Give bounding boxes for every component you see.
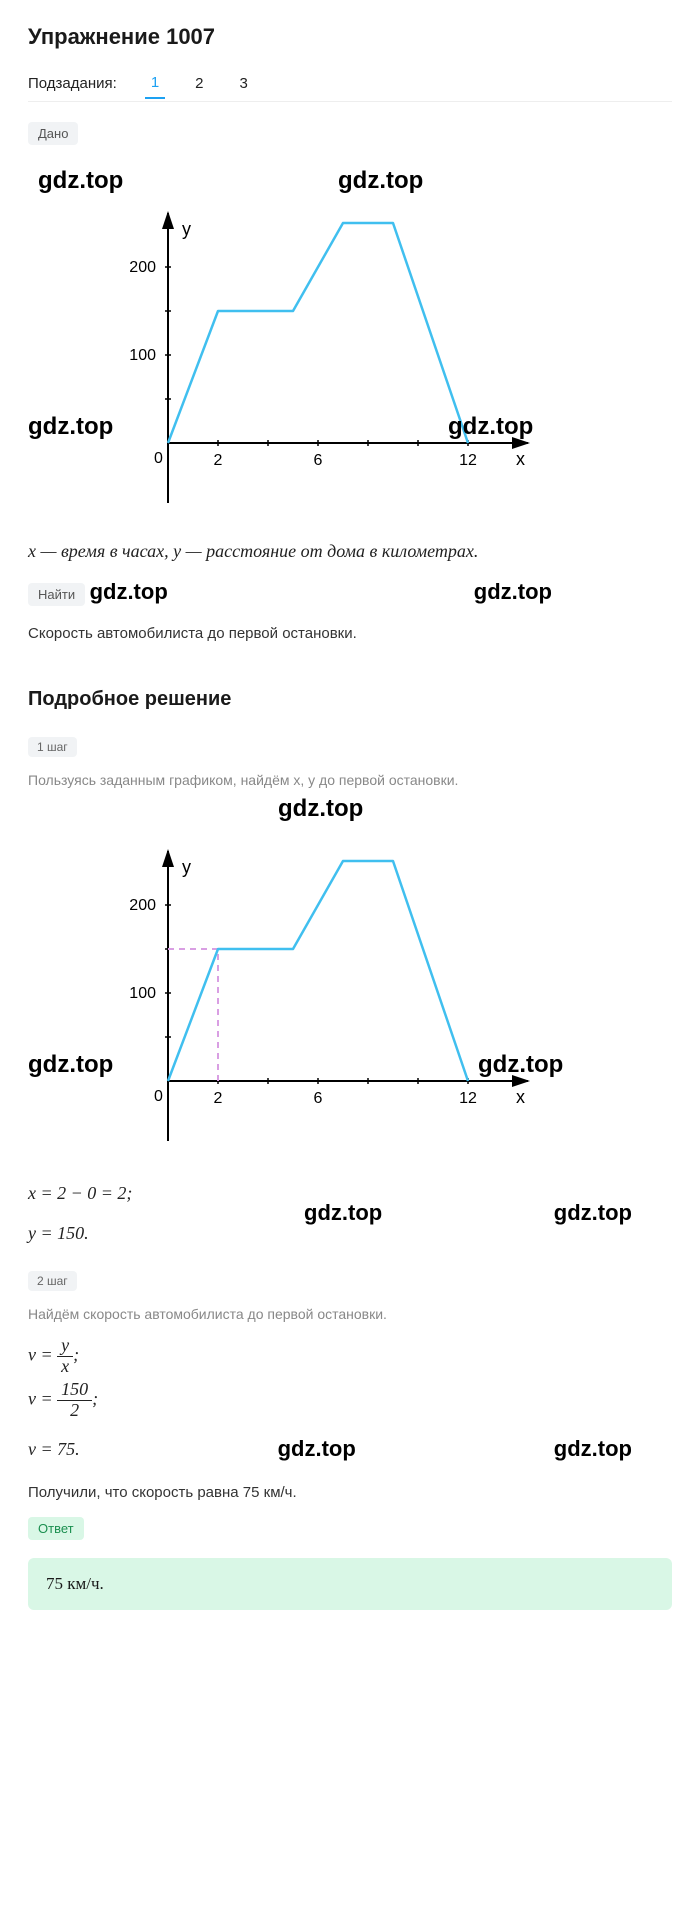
svg-text:2: 2 xyxy=(214,1090,223,1107)
svg-text:y: y xyxy=(182,857,191,877)
subtasks-bar: Подзадания: 1 2 3 xyxy=(28,68,672,102)
answer-pill: Ответ xyxy=(28,1517,84,1540)
step1-intro: Пользуясь заданным графиком, найдём x, y… xyxy=(28,769,672,791)
eq1-lhs: v = xyxy=(28,1344,53,1364)
watermark: gdz.top xyxy=(474,579,552,616)
solution-title: Подробное решение xyxy=(28,688,672,711)
svg-text:6: 6 xyxy=(314,1090,323,1107)
svg-text:2: 2 xyxy=(214,452,223,469)
eq2-num: 150 xyxy=(57,1380,92,1401)
step2-concl: Получили, что скорость равна 75 км/ч. xyxy=(28,1481,672,1505)
answer-box: 75 км/ч. xyxy=(28,1558,672,1610)
svg-text:y: y xyxy=(182,219,191,239)
eq2-den: 2 xyxy=(57,1401,92,1421)
given-desc: x — время в часах, y — расстояние от дом… xyxy=(28,533,672,569)
svg-text:200: 200 xyxy=(129,897,156,914)
step2-eq3: v = 75. xyxy=(28,1431,80,1467)
svg-text:x: x xyxy=(516,1087,525,1107)
svg-text:x: x xyxy=(516,449,525,469)
chart-svg-1: 2 6 12 100 200 0 y x xyxy=(28,163,548,523)
step2-intro: Найдём скорость автомобилиста до первой … xyxy=(28,1303,672,1325)
eq1-den: x xyxy=(57,1357,73,1377)
step2-eq2: v = 1502; xyxy=(28,1380,672,1421)
step1-calc2: y = 150. xyxy=(28,1215,132,1251)
svg-text:0: 0 xyxy=(154,450,163,467)
step2-eq1: v = yx; xyxy=(28,1336,672,1377)
watermark: gdz.top xyxy=(304,1200,382,1226)
step1-calc1: x = 2 − 0 = 2; xyxy=(28,1175,132,1211)
svg-text:6: 6 xyxy=(314,452,323,469)
eq2-lhs: v = xyxy=(28,1389,53,1409)
subtasks-label: Подзадания: xyxy=(28,75,117,92)
step2-pill: 2 шаг xyxy=(28,1271,77,1291)
chart-given: gdz.top gdz.top gdz.top gdz.top 26121002… xyxy=(28,163,668,523)
subtask-2[interactable]: 2 xyxy=(189,69,209,98)
subtask-1[interactable]: 1 xyxy=(145,68,165,99)
subtask-3[interactable]: 3 xyxy=(234,69,254,98)
step1-pill: 1 шаг xyxy=(28,737,77,757)
eq1-num: y xyxy=(57,1336,73,1357)
watermark: gdz.top xyxy=(554,1200,632,1226)
svg-text:100: 100 xyxy=(129,985,156,1002)
svg-text:12: 12 xyxy=(459,1090,477,1107)
svg-text:12: 12 xyxy=(459,452,477,469)
watermark: gdz.top xyxy=(554,1436,632,1462)
chart-step1: gdz.top gdz.top gdz.top 26121002000yx xyxy=(28,801,668,1161)
given-pill: Дано xyxy=(28,122,78,145)
find-text: Скорость автомобилиста до первой останов… xyxy=(28,622,672,646)
page-title: Упражнение 1007 xyxy=(28,24,672,50)
watermark: gdz.top xyxy=(278,1436,356,1462)
svg-text:200: 200 xyxy=(129,259,156,276)
svg-text:100: 100 xyxy=(129,347,156,364)
svg-text:0: 0 xyxy=(154,1088,163,1105)
watermark: gdz.top xyxy=(90,579,168,604)
chart-svg-2: 2 6 12 100 200 0 y x xyxy=(28,801,548,1161)
given-desc-text: x — время в часах, y — расстояние от дом… xyxy=(28,541,478,561)
find-pill: Найти xyxy=(28,583,85,606)
